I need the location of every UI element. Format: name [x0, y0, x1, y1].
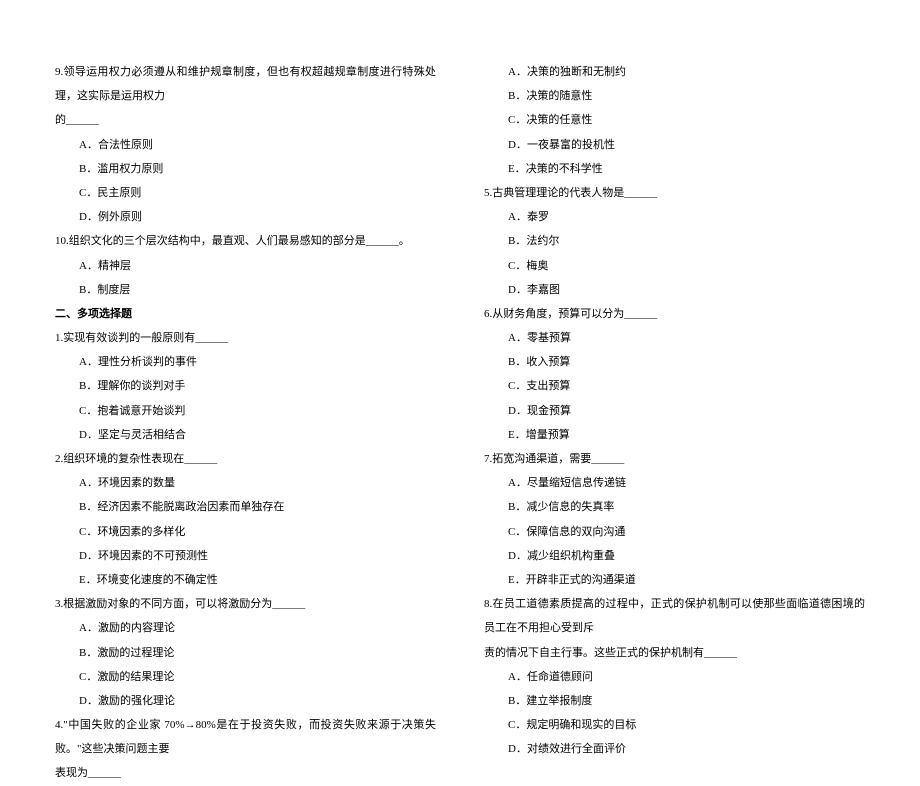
mc-q2-option-a: A．环境因素的数量: [55, 471, 436, 495]
mc-q2-option-e: E．环境变化速度的不确定性: [55, 568, 436, 592]
mc-q4-option-a: A．决策的独断和无制约: [484, 60, 865, 84]
mc-q2-text: 2.组织环境的复杂性表现在______: [55, 447, 436, 471]
mc-q4-text-line2: 表现为______: [55, 761, 436, 785]
mc-question-5: 5.古典管理理论的代表人物是______ A．泰罗 B．法约尔 C．梅奥 D．李…: [484, 181, 865, 302]
mc-q6-option-e: E．增量预算: [484, 423, 865, 447]
mc-q5-text: 5.古典管理理论的代表人物是______: [484, 181, 865, 205]
q9-text-line2: 的______: [55, 108, 436, 132]
section-2-header: 二、多项选择题: [55, 302, 436, 326]
mc-q4-text-line1: 4."中国失败的企业家 70%→80%是在于投资失败，而投资失败来源于决策失败。…: [55, 713, 436, 761]
mc-q6-text: 6.从财务角度，预算可以分为______: [484, 302, 865, 326]
q10-text: 10.组织文化的三个层次结构中，最直观、人们最易感知的部分是______。: [55, 229, 436, 253]
q10-option-a: A．精神层: [55, 254, 436, 278]
mc-q4-option-e: E．决策的不科学性: [484, 157, 865, 181]
mc-q3-text: 3.根据激励对象的不同方面，可以将激励分为______: [55, 592, 436, 616]
mc-q8-text-line1: 8.在员工道德素质提高的过程中，正式的保护机制可以使那些面临道德困境的员工在不用…: [484, 592, 865, 640]
mc-question-6: 6.从财务角度，预算可以分为______ A．零基预算 B．收入预算 C．支出预…: [484, 302, 865, 447]
mc-question-1: 1.实现有效谈判的一般原则有______ A．理性分析谈判的事件 B．理解你的谈…: [55, 326, 436, 447]
mc-q2-option-b: B．经济因素不能脱离政治因素而单独存在: [55, 495, 436, 519]
mc-q1-option-a: A．理性分析谈判的事件: [55, 350, 436, 374]
mc-q5-option-b: B．法约尔: [484, 229, 865, 253]
mc-q1-option-d: D．坚定与灵活相结合: [55, 423, 436, 447]
right-column: A．决策的独断和无制约 B．决策的随意性 C．决策的任意性 D．一夜暴富的投机性…: [484, 60, 865, 611]
mc-question-7: 7.拓宽沟通渠道，需要______ A．尽量缩短信息传递链 B．减少信息的失真率…: [484, 447, 865, 592]
mc-q4-option-b: B．决策的随意性: [484, 84, 865, 108]
mc-q2-option-d: D．环境因素的不可预测性: [55, 544, 436, 568]
mc-q3-option-a: A．激励的内容理论: [55, 616, 436, 640]
mc-q7-option-c: C．保障信息的双向沟通: [484, 520, 865, 544]
q9-text-line1: 9.领导运用权力必须遵从和维护规章制度，但也有权超越规章制度进行特殊处理，这实际…: [55, 60, 436, 108]
mc-question-2: 2.组织环境的复杂性表现在______ A．环境因素的数量 B．经济因素不能脱离…: [55, 447, 436, 592]
q9-option-d: D．例外原则: [55, 205, 436, 229]
mc-q1-option-b: B．理解你的谈判对手: [55, 374, 436, 398]
mc-question-3: 3.根据激励对象的不同方面，可以将激励分为______ A．激励的内容理论 B．…: [55, 592, 436, 713]
question-9: 9.领导运用权力必须遵从和维护规章制度，但也有权超越规章制度进行特殊处理，这实际…: [55, 60, 436, 229]
mc-q3-option-c: C．激励的结果理论: [55, 665, 436, 689]
q9-option-c: C．民主原则: [55, 181, 436, 205]
mc-q7-option-e: E．开辟非正式的沟通渠道: [484, 568, 865, 592]
mc-q2-option-c: C．环境因素的多样化: [55, 520, 436, 544]
mc-q5-option-d: D．李嘉图: [484, 278, 865, 302]
question-10: 10.组织文化的三个层次结构中，最直观、人们最易感知的部分是______。 A．…: [55, 229, 436, 302]
mc-q3-option-d: D．激励的强化理论: [55, 689, 436, 713]
mc-q8-option-b: B．建立举报制度: [484, 689, 865, 713]
mc-q4-option-d: D．一夜暴富的投机性: [484, 133, 865, 157]
mc-q5-option-a: A．泰罗: [484, 205, 865, 229]
q9-option-b: B．滥用权力原则: [55, 157, 436, 181]
mc-q7-option-d: D．减少组织机构重叠: [484, 544, 865, 568]
mc-q8-option-d: D．对绩效进行全面评价: [484, 737, 865, 761]
mc-q7-option-b: B．减少信息的失真率: [484, 495, 865, 519]
mc-q1-option-c: C．抱着诚意开始谈判: [55, 399, 436, 423]
mc-q6-option-c: C．支出预算: [484, 374, 865, 398]
q9-option-a: A．合法性原则: [55, 133, 436, 157]
mc-q3-option-b: B．激励的过程理论: [55, 641, 436, 665]
mc-q6-option-a: A．零基预算: [484, 326, 865, 350]
q10-option-b: B．制度层: [55, 278, 436, 302]
mc-question-4: 4."中国失败的企业家 70%→80%是在于投资失败，而投资失败来源于决策失败。…: [55, 713, 436, 786]
mc-q7-text: 7.拓宽沟通渠道，需要______: [484, 447, 865, 471]
mc-q8-option-a: A．任命道德顾问: [484, 665, 865, 689]
mc-q8-text-line2: 责的情况下自主行事。这些正式的保护机制有______: [484, 641, 865, 665]
mc-q5-option-c: C．梅奥: [484, 254, 865, 278]
mc-q8-option-c: C．规定明确和现实的目标: [484, 713, 865, 737]
mc-question-8: 8.在员工道德素质提高的过程中，正式的保护机制可以使那些面临道德困境的员工在不用…: [484, 592, 865, 761]
mc-question-4-options: A．决策的独断和无制约 B．决策的随意性 C．决策的任意性 D．一夜暴富的投机性…: [484, 60, 865, 181]
mc-q6-option-b: B．收入预算: [484, 350, 865, 374]
mc-q6-option-d: D．现金预算: [484, 399, 865, 423]
mc-q7-option-a: A．尽量缩短信息传递链: [484, 471, 865, 495]
mc-q1-text: 1.实现有效谈判的一般原则有______: [55, 326, 436, 350]
mc-q4-option-c: C．决策的任意性: [484, 108, 865, 132]
left-column: 9.领导运用权力必须遵从和维护规章制度，但也有权超越规章制度进行特殊处理，这实际…: [55, 60, 436, 611]
